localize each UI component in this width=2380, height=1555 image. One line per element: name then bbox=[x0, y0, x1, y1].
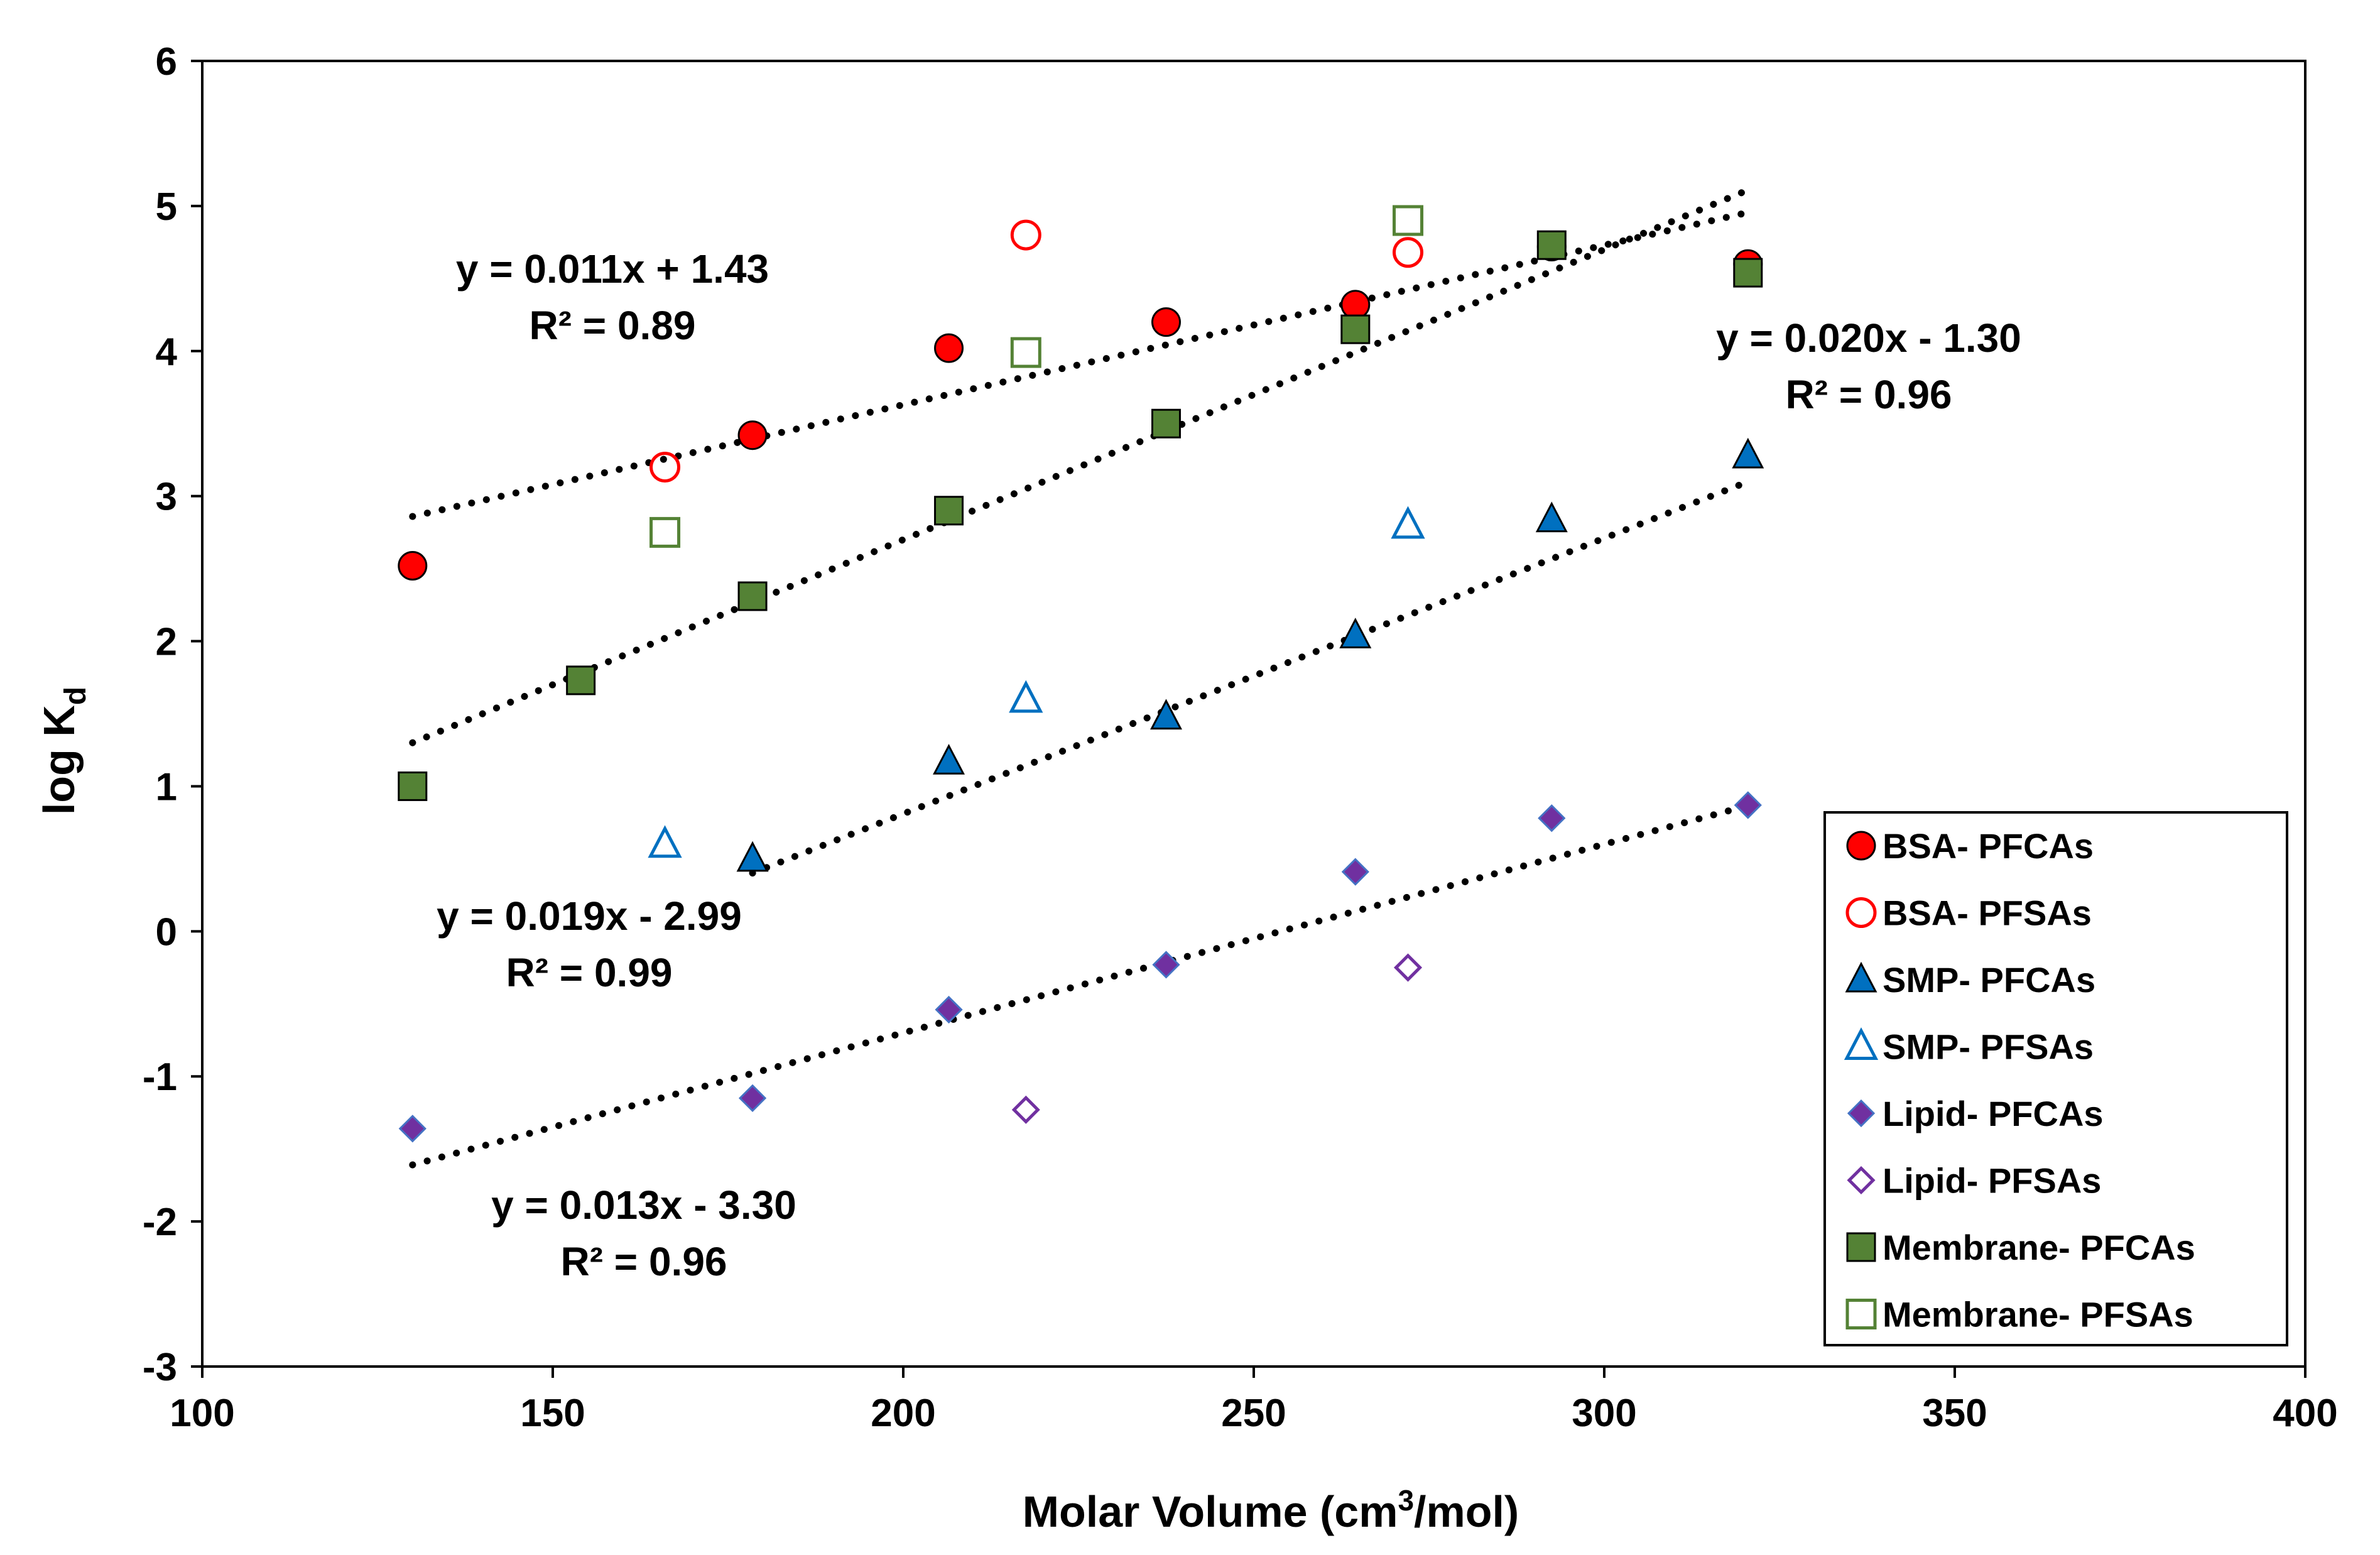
tick-labels: 100 150 200 250 300 350 400 -3 -2 -1 0 1 2 3 4 5 6 bbox=[143, 40, 2338, 1435]
point-membrane-pfsas bbox=[1393, 205, 1424, 236]
equation-annotations: y = 0.011x + 1.43 R² = 0.89 y = 0.020x - 1… bbox=[437, 246, 2021, 1284]
point-bsa-pfsas bbox=[1393, 237, 1424, 268]
x-tick-label: 150 bbox=[520, 1392, 585, 1435]
x-tick-label: 400 bbox=[2273, 1392, 2337, 1435]
legend-marker bbox=[1844, 1027, 1879, 1060]
r-squared-label: R² = 0.89 bbox=[529, 303, 695, 348]
y-tick-label: 1 bbox=[156, 765, 177, 809]
point-bsa-pfcas bbox=[1340, 290, 1371, 320]
y-tick-label: 0 bbox=[156, 910, 177, 954]
x-tick-label: 200 bbox=[871, 1392, 935, 1435]
point-lipid-pfcas bbox=[1152, 951, 1180, 979]
point-lipid-pfcas bbox=[738, 1084, 767, 1112]
point-membrane-pfcas bbox=[566, 665, 596, 696]
x-tick-label: 100 bbox=[170, 1392, 234, 1435]
x-axis-title: Molar Volume (cm3/mol) bbox=[1023, 1484, 1519, 1536]
legend-marker bbox=[1846, 831, 1876, 861]
legend-marker bbox=[1845, 1299, 1877, 1329]
point-membrane-pfcas bbox=[1340, 314, 1371, 344]
legend-marker bbox=[1845, 897, 1877, 928]
point-smp-pfcas bbox=[933, 743, 965, 775]
point-smp-pfcas bbox=[736, 841, 769, 872]
y-tick-label: 6 bbox=[156, 40, 177, 84]
point-bsa-pfcas bbox=[398, 550, 428, 581]
equation-label: y = 0.020x - 1.30 bbox=[1716, 315, 2021, 361]
point-membrane-pfcas bbox=[934, 496, 964, 526]
legend-label: SMP- PFCAs bbox=[1883, 960, 2095, 1000]
point-lipid-pfsas bbox=[1393, 953, 1423, 982]
data-points bbox=[398, 205, 1764, 1143]
legend-label: Membrane- PFSAs bbox=[1883, 1295, 2193, 1334]
point-lipid-pfcas bbox=[1341, 858, 1369, 886]
point-smp-pfsas bbox=[1391, 506, 1425, 539]
point-membrane-pfcas bbox=[737, 581, 768, 611]
y-axis-title: log Kd bbox=[35, 687, 92, 815]
equation-label: y = 0.019x - 2.99 bbox=[437, 893, 742, 939]
legend-label: BSA- PFCAs bbox=[1883, 826, 2094, 866]
r-squared-label: R² = 0.96 bbox=[1785, 372, 1952, 417]
y-tick-label: -2 bbox=[143, 1201, 177, 1244]
legend-label: Lipid- PFCAs bbox=[1883, 1094, 2104, 1133]
y-tick-label: 4 bbox=[156, 330, 178, 374]
point-membrane-pfcas bbox=[1536, 230, 1567, 260]
point-smp-pfcas bbox=[1339, 618, 1372, 648]
equation-label: y = 0.013x - 3.30 bbox=[491, 1182, 796, 1228]
point-bsa-pfsas bbox=[1010, 219, 1041, 251]
trendline-smp bbox=[749, 479, 1748, 877]
y-tick-label: -3 bbox=[143, 1346, 177, 1389]
r-squared-label: R² = 0.99 bbox=[506, 950, 672, 995]
trendlines bbox=[409, 188, 1748, 1169]
point-lipid-pfcas bbox=[1538, 804, 1566, 832]
trendline-membrane bbox=[409, 188, 1748, 746]
axes bbox=[191, 60, 2307, 1378]
point-membrane-pfcas bbox=[1151, 408, 1181, 439]
x-tick-label: 350 bbox=[1922, 1392, 1987, 1435]
r-squared-label: R² = 0.96 bbox=[560, 1239, 727, 1284]
point-smp-pfsas bbox=[1009, 680, 1043, 713]
legend-marker bbox=[1846, 1232, 1876, 1262]
axis-titles: Molar Volume (cm3/mol) log Kd bbox=[35, 687, 1519, 1536]
equation-label: y = 0.011x + 1.43 bbox=[456, 246, 769, 292]
y-tick-label: 3 bbox=[156, 476, 177, 519]
point-lipid-pfcas bbox=[1734, 791, 1762, 819]
legend-label: Lipid- PFSAs bbox=[1883, 1161, 2101, 1201]
point-bsa-pfcas bbox=[934, 333, 964, 363]
legend-box bbox=[1823, 811, 2288, 1346]
point-lipid-pfcas bbox=[398, 1115, 427, 1143]
x-tick-label: 250 bbox=[1221, 1392, 1286, 1435]
y-tick-label: 2 bbox=[156, 621, 177, 664]
point-lipid-pfsas bbox=[1011, 1095, 1040, 1124]
legend-marker bbox=[1847, 1165, 1876, 1195]
legend-label: BSA- PFSAs bbox=[1883, 893, 2092, 933]
legend: BSA- PFCAs BSA- PFSAs SMP- PFCAs SMP- PFSAs… bbox=[1823, 811, 2288, 1346]
trendline-bsa bbox=[409, 209, 1748, 520]
point-smp-pfsas bbox=[648, 825, 682, 858]
point-membrane-pfsas bbox=[1010, 337, 1041, 368]
point-bsa-pfsas bbox=[649, 451, 681, 483]
point-membrane-pfcas bbox=[1733, 258, 1763, 288]
legend-label: SMP- PFSAs bbox=[1883, 1027, 2094, 1067]
point-smp-pfcas bbox=[1150, 699, 1182, 730]
legend-marker bbox=[1845, 961, 1877, 993]
point-bsa-pfcas bbox=[1151, 307, 1181, 337]
point-bsa-pfcas bbox=[737, 420, 768, 450]
y-tick-label: -1 bbox=[143, 1056, 177, 1099]
point-smp-pfcas bbox=[1732, 437, 1764, 469]
point-smp-pfcas bbox=[1535, 501, 1568, 533]
x-tick-label: 300 bbox=[1572, 1392, 1636, 1435]
point-membrane-pfsas bbox=[649, 516, 681, 548]
point-lipid-pfcas bbox=[935, 995, 963, 1024]
y-tick-label: 5 bbox=[156, 185, 177, 229]
trendline-lipid bbox=[409, 803, 1748, 1169]
legend-marker bbox=[1847, 1099, 1876, 1128]
legend-label: Membrane- PFCAs bbox=[1883, 1228, 2195, 1267]
point-membrane-pfcas bbox=[398, 771, 428, 801]
